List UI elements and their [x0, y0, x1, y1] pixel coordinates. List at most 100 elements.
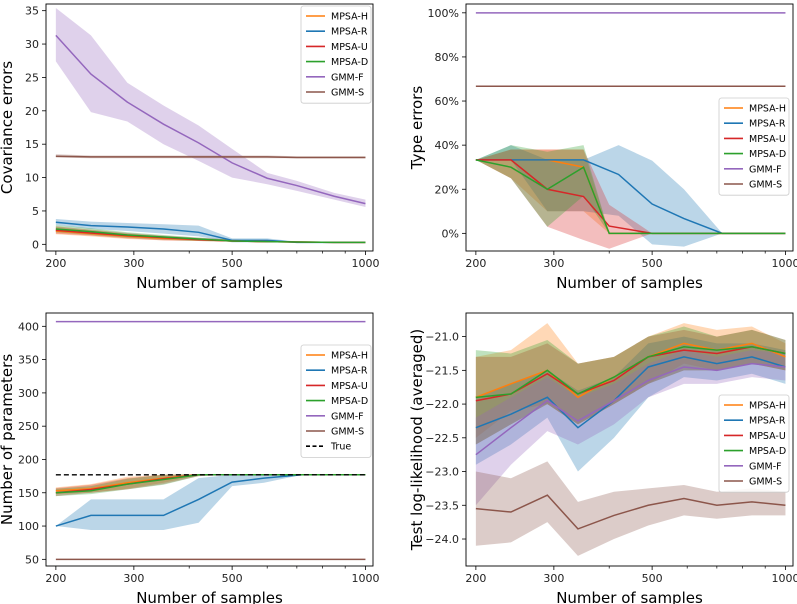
- y-tick-label: −22.0: [425, 398, 459, 411]
- mpsa-h-confidence-band: [475, 149, 786, 234]
- y-tick-label: 20: [25, 105, 39, 118]
- legend-label-mpsa-d: MPSA-D: [749, 149, 786, 160]
- mpsa-h-confidence-band: [55, 474, 366, 495]
- legend-label-true: True: [330, 442, 351, 453]
- legend-box: [718, 97, 790, 196]
- mpsa-h-confidence-band: [475, 323, 786, 438]
- y-tick-label: −24.0: [425, 533, 459, 546]
- x-tick-label: 500: [222, 572, 243, 585]
- legend-label-mpsa-d: MPSA-D: [331, 396, 368, 407]
- gmm-s-series-line: [475, 494, 786, 530]
- legend-label-mpsa-h: MPSA-H: [749, 401, 786, 412]
- y-tick-label: 40%: [435, 139, 459, 152]
- x-tick-label: 1000: [351, 257, 379, 270]
- x-tick-label: 200: [45, 572, 66, 585]
- plot-frame: [465, 312, 794, 567]
- y-tick-label: 300: [18, 387, 39, 400]
- y-tick-label: 80%: [435, 51, 459, 64]
- x-tick-label: 500: [222, 257, 243, 270]
- y-tick-label: −22.5: [425, 432, 459, 445]
- y-axis-label: Test log-likelihood (averaged): [408, 329, 426, 551]
- gmm-s-confidence-band: [475, 461, 786, 556]
- y-tick-label: 0%: [442, 227, 459, 240]
- x-axis-label: Number of samples: [136, 274, 283, 292]
- mpsa-r-series-line: [55, 474, 366, 527]
- legend-label-gmm-f: GMM-F: [749, 461, 782, 472]
- mpsa-h-confidence-band: [55, 226, 366, 243]
- mpsa-u-confidence-band: [55, 474, 366, 497]
- mpsa-r-confidence-band: [475, 145, 786, 247]
- y-tick-label: 200: [18, 453, 39, 466]
- legend-label-gmm-s: GMM-S: [749, 477, 782, 488]
- plot-area: [475, 323, 786, 556]
- gmm-s-series-line: [55, 155, 366, 159]
- legend-label-mpsa-h: MPSA-H: [749, 104, 786, 115]
- legend: MPSA-H MPSA-R MPSA-U MPSA-D GMM-F GMM-S: [718, 394, 790, 493]
- x-axis-label: Number of samples: [136, 589, 283, 604]
- y-tick-label: 250: [18, 420, 39, 433]
- y-axis-label: Type errors: [408, 86, 426, 171]
- y-tick-label: 35: [25, 5, 39, 18]
- legend-label-gmm-f: GMM-F: [331, 411, 364, 422]
- gmm-f-confidence-band: [475, 350, 786, 506]
- y-tick-label: 100%: [428, 7, 459, 20]
- legend-label-mpsa-u: MPSA-U: [331, 381, 368, 392]
- legend-label-mpsa-r: MPSA-R: [331, 27, 368, 38]
- y-tick-label: −21.0: [425, 331, 459, 344]
- mpsa-u-series-line: [475, 345, 786, 402]
- x-tick-label: 200: [45, 257, 66, 270]
- legend-box: [718, 394, 790, 493]
- x-tick-label: 300: [123, 572, 144, 585]
- mpsa-d-series-line: [475, 345, 786, 399]
- plot-frame: [465, 3, 794, 252]
- mpsa-d-series-line: [55, 228, 366, 244]
- legend-box: [300, 5, 372, 104]
- mpsa-d-confidence-band: [475, 326, 786, 445]
- y-tick-label: 10: [25, 172, 39, 185]
- plot-frame: [45, 3, 374, 252]
- plot-frame: [45, 312, 374, 567]
- legend: MPSA-H MPSA-R MPSA-U MPSA-D GMM-F GMM-S: [300, 5, 372, 104]
- y-tick-label: 400: [18, 320, 39, 333]
- plot-area: [475, 12, 786, 249]
- legend-label-gmm-s: GMM-S: [331, 427, 364, 438]
- mpsa-r-confidence-band: [55, 474, 366, 531]
- legend-label-mpsa-u: MPSA-U: [749, 134, 786, 145]
- legend-label-mpsa-d: MPSA-D: [749, 446, 786, 457]
- x-axis-label: Number of samples: [556, 589, 703, 604]
- y-tick-label: 15: [25, 138, 39, 151]
- mpsa-d-series-line: [475, 159, 786, 235]
- y-tick-label: 100: [18, 520, 39, 533]
- x-tick-label: 300: [123, 257, 144, 270]
- y-tick-label: 25: [25, 71, 39, 84]
- gmm-f-confidence-band: [55, 8, 366, 207]
- mpsa-u-confidence-band: [55, 226, 366, 243]
- y-tick-label: −21.5: [425, 364, 459, 377]
- x-tick-label: 1000: [351, 572, 379, 585]
- x-tick-label: 1000: [771, 257, 797, 270]
- y-tick-label: 20%: [435, 183, 459, 196]
- legend-label-gmm-s: GMM-S: [749, 180, 782, 191]
- legend-label-mpsa-d: MPSA-D: [331, 57, 368, 68]
- legend-label-mpsa-u: MPSA-U: [749, 431, 786, 442]
- y-tick-label: 0: [32, 238, 39, 251]
- x-tick-label: 500: [642, 572, 663, 585]
- number-of-parameters-panel: 200 300 500 1000 50 100 150 200 250 300 350 400 Numb…: [0, 312, 379, 604]
- y-tick-label: 60%: [435, 95, 459, 108]
- y-tick-label: 5: [32, 205, 39, 218]
- x-axis-label: Number of samples: [556, 274, 703, 292]
- y-tick-label: −23.0: [425, 466, 459, 479]
- y-tick-label: 50: [25, 553, 39, 566]
- legend-label-mpsa-r: MPSA-R: [749, 119, 786, 130]
- covariance-errors-panel: 200 300 500 1000 0 5 10 15 20 25 30 35 Number of sam…: [0, 3, 379, 292]
- plot-area: [55, 320, 366, 561]
- mpsa-r-series-line: [475, 159, 786, 235]
- y-axis-label: Covariance errors: [0, 61, 16, 194]
- y-tick-label: 150: [18, 487, 39, 500]
- legend: MPSA-H MPSA-R MPSA-U MPSA-D GMM-F GMM-S True: [300, 344, 372, 458]
- x-tick-label: 300: [543, 572, 564, 585]
- legend-label-gmm-f: GMM-F: [749, 164, 782, 175]
- x-tick-label: 500: [642, 257, 663, 270]
- test-log-likelihood-panel: 200 300 500 1000 −24.0 −23.5 −23.0 −22.5 −22.0 −2…: [408, 312, 797, 604]
